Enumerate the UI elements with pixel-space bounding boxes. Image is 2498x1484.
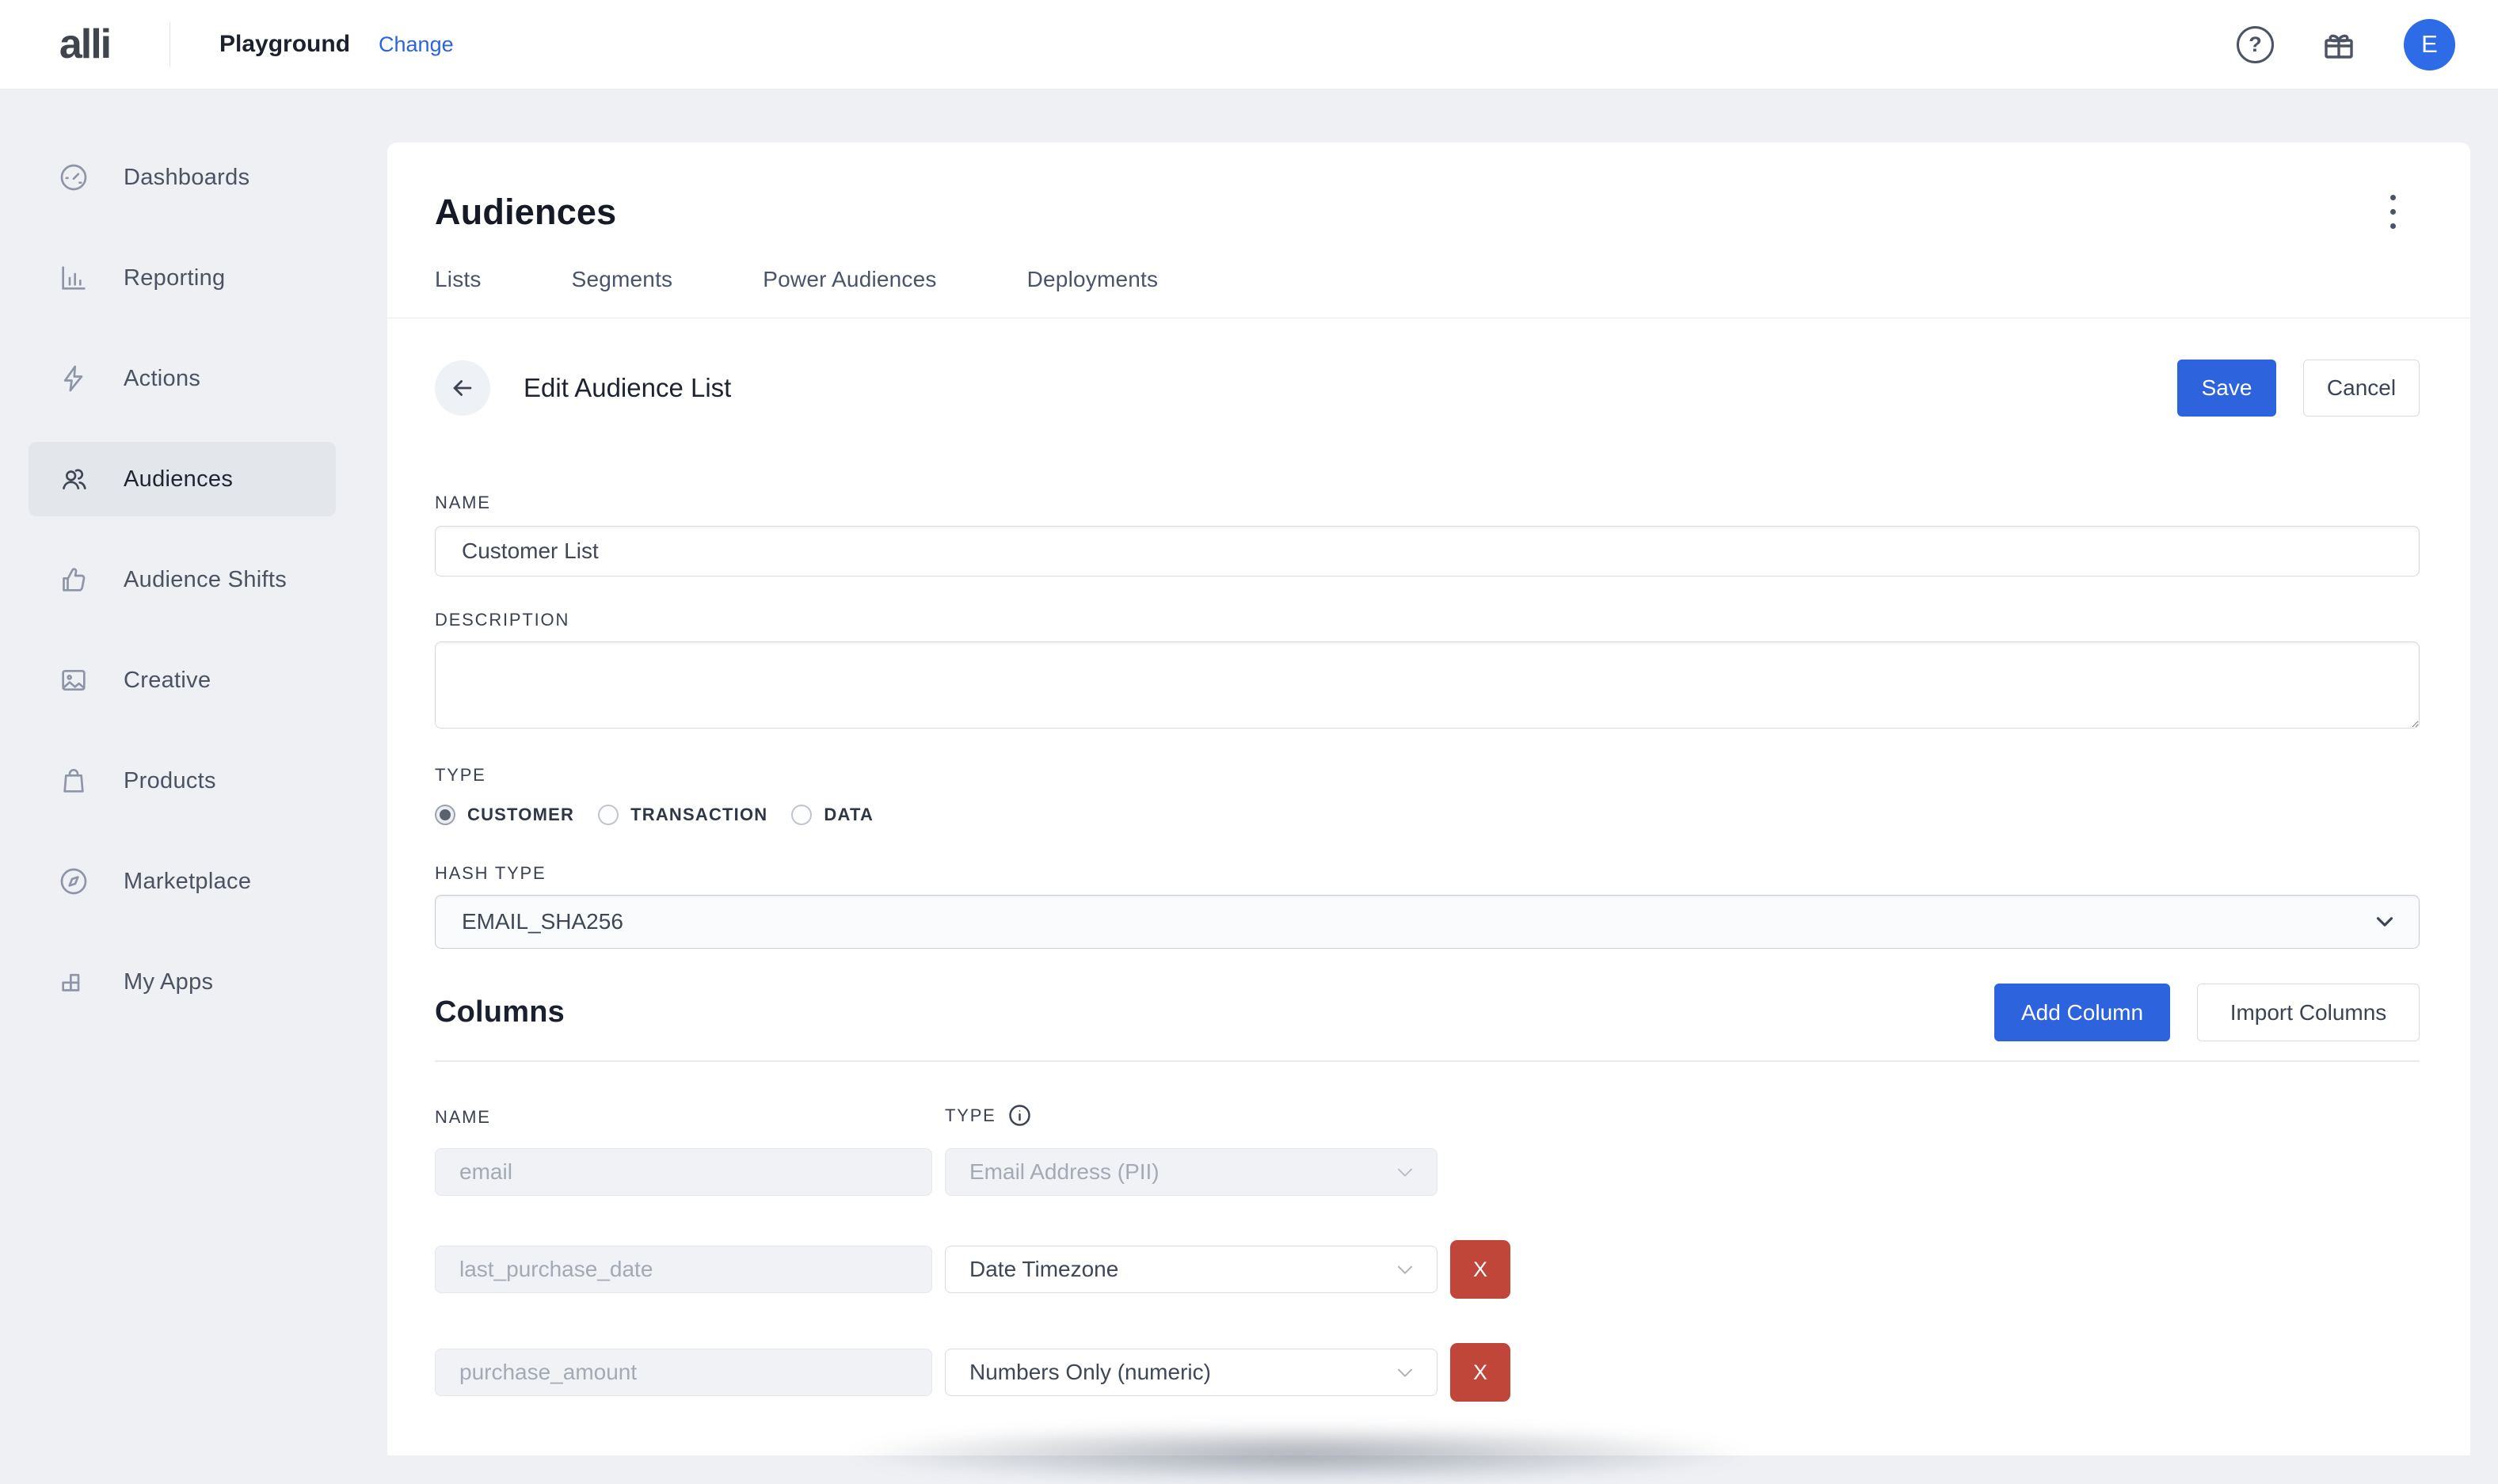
column-type-value: Numbers Only (numeric): [969, 1360, 1211, 1384]
tab-lists[interactable]: Lists: [435, 267, 482, 291]
column-row: Numbers Only (numeric) X: [435, 1343, 2420, 1402]
column-name-input[interactable]: [435, 1349, 932, 1396]
editor-title: Edit Audience List: [524, 373, 732, 402]
info-icon[interactable]: [1007, 1103, 1032, 1128]
cancel-button[interactable]: Cancel: [2303, 360, 2420, 417]
sidebar-item-label: Reporting: [124, 264, 226, 291]
back-button[interactable]: [435, 360, 490, 416]
description-label: DESCRIPTION: [435, 610, 570, 630]
sidebar-item-label: Actions: [124, 365, 201, 391]
tab-deployments[interactable]: Deployments: [1026, 267, 1159, 291]
sidebar-item-creative[interactable]: Creative: [29, 643, 336, 717]
column-type-value: Date Timezone: [969, 1257, 1119, 1281]
gift-icon[interactable]: [2320, 25, 2358, 63]
column-type-select[interactable]: Numbers Only (numeric): [945, 1349, 1437, 1396]
help-icon[interactable]: ?: [2237, 25, 2274, 63]
radio-transaction[interactable]: TRANSACTION: [598, 805, 767, 825]
save-button[interactable]: Save: [2177, 360, 2276, 417]
change-workspace-link[interactable]: Change: [379, 32, 454, 56]
radio-circle-icon: [435, 805, 455, 825]
chevron-down-icon: [1398, 1265, 1412, 1274]
reporting-chart-icon: [58, 262, 89, 294]
sidebar-item-label: Products: [124, 767, 216, 793]
type-radio-group: CUSTOMER TRANSACTION DATA: [435, 805, 2420, 825]
remove-column-button[interactable]: X: [1450, 1240, 1510, 1299]
actions-lightning-icon: [58, 363, 89, 394]
hash-type-value: EMAIL_SHA256: [462, 909, 623, 934]
radio-circle-icon: [791, 805, 813, 825]
radio-label: TRANSACTION: [630, 805, 768, 824]
name-input[interactable]: [435, 526, 2420, 576]
dashboard-gauge-icon: [58, 162, 89, 193]
sidebar-item-audience-shifts[interactable]: Audience Shifts: [29, 542, 336, 617]
radio-label: DATA: [824, 805, 874, 824]
section-divider: [435, 1060, 2420, 1062]
chevron-down-icon: [1398, 1368, 1412, 1377]
column-name-input[interactable]: [435, 1148, 932, 1196]
sidebar-item-actions[interactable]: Actions: [29, 341, 336, 416]
add-column-button[interactable]: Add Column: [1994, 984, 2170, 1041]
main-content: Audiences Lists Segments Power Audiences…: [387, 89, 2498, 1455]
column-row: Email Address (PII): [435, 1148, 2420, 1196]
import-columns-button[interactable]: Import Columns: [2197, 984, 2420, 1041]
column-row: Date Timezone X: [435, 1240, 2420, 1299]
audiences-card: Audiences Lists Segments Power Audiences…: [387, 143, 2470, 1455]
column-type-select[interactable]: Email Address (PII): [945, 1148, 1437, 1196]
topbar-actions: ? E: [2237, 18, 2455, 70]
radio-customer[interactable]: CUSTOMER: [435, 805, 574, 825]
column-name-input[interactable]: [435, 1246, 932, 1293]
type-label: TYPE: [435, 765, 486, 785]
sidebar-item-label: Audiences: [124, 466, 234, 492]
sidebar-item-audiences[interactable]: Audiences: [29, 442, 336, 516]
description-textarea[interactable]: [435, 641, 2420, 729]
remove-column-button[interactable]: X: [1450, 1343, 1510, 1402]
tab-segments[interactable]: Segments: [571, 267, 673, 291]
topbar-divider: [169, 21, 170, 67]
sidebar: Dashboards Reporting Actions Audiences A…: [0, 89, 387, 1455]
marketplace-compass-icon: [58, 866, 89, 897]
radio-data[interactable]: DATA: [791, 805, 874, 825]
alli-logo: alli: [59, 21, 112, 67]
columns-heading: Columns: [435, 995, 565, 1029]
name-label: NAME: [435, 493, 491, 512]
sidebar-item-label: Creative: [124, 667, 211, 693]
column-name-header: NAME: [435, 1107, 491, 1127]
radio-label: CUSTOMER: [467, 805, 575, 824]
workspace-name: Playground: [219, 31, 351, 57]
sidebar-item-label: Dashboards: [124, 164, 250, 190]
chevron-down-icon: [1398, 1168, 1412, 1177]
sidebar-item-products[interactable]: Products: [29, 744, 336, 818]
sidebar-item-label: My Apps: [124, 968, 214, 995]
sidebar-item-reporting[interactable]: Reporting: [29, 241, 336, 315]
topbar: alli Playground Change ? E: [0, 0, 2498, 89]
column-type-value: Email Address (PII): [969, 1159, 1160, 1184]
chevron-down-icon: [2376, 917, 2393, 927]
sidebar-item-my-apps[interactable]: My Apps: [29, 945, 336, 1019]
audiences-people-icon: [58, 463, 89, 495]
tab-power-audiences[interactable]: Power Audiences: [763, 267, 937, 291]
audience-shifts-thumbs-up-icon: [58, 564, 89, 596]
tabs: Lists Segments Power Audiences Deploymen…: [387, 267, 2470, 318]
kebab-menu-icon[interactable]: [2384, 188, 2402, 235]
sidebar-item-label: Audience Shifts: [124, 566, 287, 592]
page-title: Audiences: [435, 191, 617, 232]
radio-circle-icon: [598, 805, 619, 825]
sidebar-item-dashboards[interactable]: Dashboards: [29, 140, 336, 215]
creative-image-icon: [58, 664, 89, 696]
column-type-select[interactable]: Date Timezone: [945, 1246, 1437, 1293]
products-bag-icon: [58, 765, 89, 797]
my-apps-grid-icon: [58, 966, 89, 998]
hash-type-select[interactable]: EMAIL_SHA256: [435, 895, 2420, 949]
hash-type-label: HASH TYPE: [435, 863, 546, 883]
sidebar-item-marketplace[interactable]: Marketplace: [29, 844, 336, 919]
column-type-header: TYPE: [945, 1105, 996, 1125]
sidebar-item-label: Marketplace: [124, 868, 252, 894]
avatar[interactable]: E: [2404, 18, 2455, 70]
arrow-left-icon: [453, 380, 472, 396]
avatar-initial: E: [2421, 30, 2438, 58]
logo-wrap: alli: [0, 21, 169, 68]
